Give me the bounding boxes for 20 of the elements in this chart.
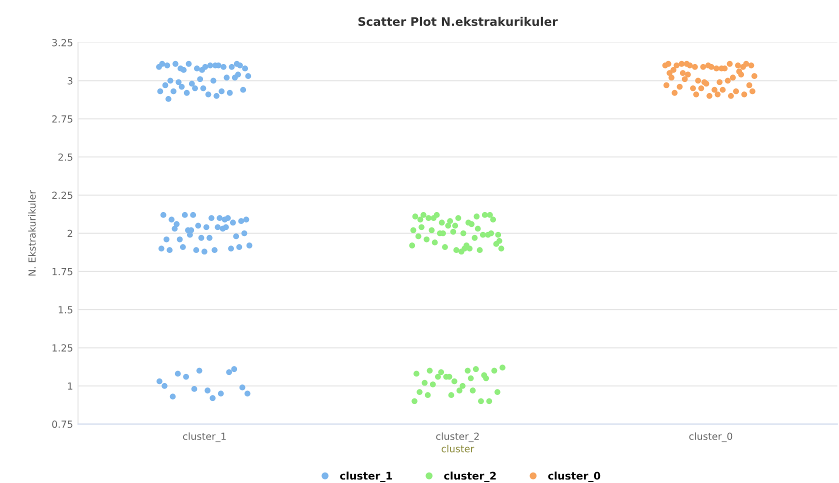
x-tick-label: cluster_1 <box>183 432 226 442</box>
chart-title: Scatter Plot N.ekstrakurikuler <box>358 16 558 26</box>
x-tick-label: cluster_2 <box>436 432 479 442</box>
y-tick-label: 3.25 <box>52 38 72 46</box>
y-tick-label: 3 <box>68 77 72 84</box>
y-tick-label: 2 <box>68 230 72 237</box>
y-tick-label: 2.75 <box>52 115 72 123</box>
x-tick-label: cluster_0 <box>689 432 732 442</box>
y-tick-label: 1.75 <box>52 268 72 276</box>
legend-label: cluster_0 <box>548 472 600 482</box>
y-tick-label: 1 <box>68 382 72 390</box>
legend-label: cluster_1 <box>340 472 392 482</box>
y-tick-label: 1.5 <box>58 306 72 314</box>
y-tick-label: 1.25 <box>52 344 72 352</box>
y-tick-label: 2.25 <box>52 192 72 199</box>
x-axis-title: cluster <box>442 444 474 452</box>
legend-label: cluster_2 <box>444 472 496 482</box>
y-axis-title: N. Ekstrakurikuler <box>28 190 36 276</box>
y-tick-label: 2.5 <box>58 153 72 161</box>
y-tick-label: 0.75 <box>52 420 72 428</box>
